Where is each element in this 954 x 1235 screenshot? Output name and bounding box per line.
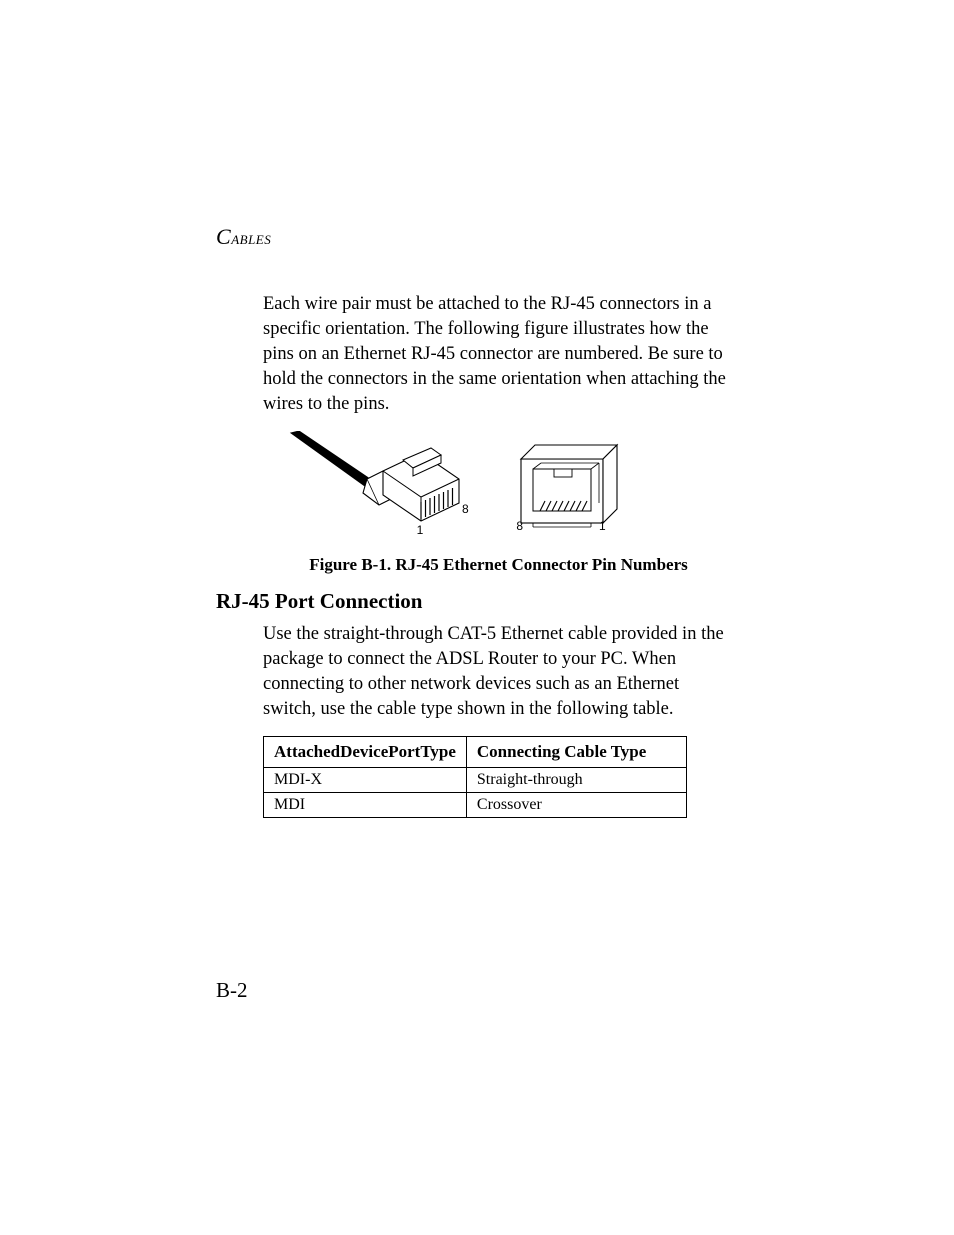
jack-pin1-label: 1 — [599, 519, 606, 533]
section-paragraph: Use the straight-through CAT-5 Ethernet … — [263, 622, 734, 722]
cable-type-table: AttachedDevicePortType Connecting Cable … — [263, 736, 687, 818]
page-number: B-2 — [216, 978, 248, 1003]
table-header-cell: Connecting Cable Type — [466, 736, 686, 767]
rj45-diagram-svg: 1 8 — [263, 431, 643, 541]
page-header: Cables — [216, 224, 734, 250]
intro-paragraph: Each wire pair must be attached to the R… — [263, 292, 734, 417]
section-heading: RJ-45 Port Connection — [216, 589, 734, 614]
figure-caption: Figure B-1. RJ-45 Ethernet Connector Pin… — [263, 555, 734, 575]
plug-pin1-label: 1 — [417, 523, 424, 537]
plug-pin8-label: 8 — [462, 502, 469, 516]
figure-rj45: 1 8 — [263, 431, 734, 575]
table-row: MDI Crossover — [264, 792, 687, 817]
rj45-plug-drawing — [291, 431, 459, 521]
jack-pin8-label: 8 — [516, 519, 523, 533]
table-row: MDI-X Straight-through — [264, 767, 687, 792]
table-cell: MDI — [264, 792, 467, 817]
table-cell: MDI-X — [264, 767, 467, 792]
table-cell: Straight-through — [466, 767, 686, 792]
table-cell: Crossover — [466, 792, 686, 817]
table-header-row: AttachedDevicePortType Connecting Cable … — [264, 736, 687, 767]
table-header-cell: AttachedDevicePortType — [264, 736, 467, 767]
rj45-jack-drawing — [521, 445, 617, 527]
